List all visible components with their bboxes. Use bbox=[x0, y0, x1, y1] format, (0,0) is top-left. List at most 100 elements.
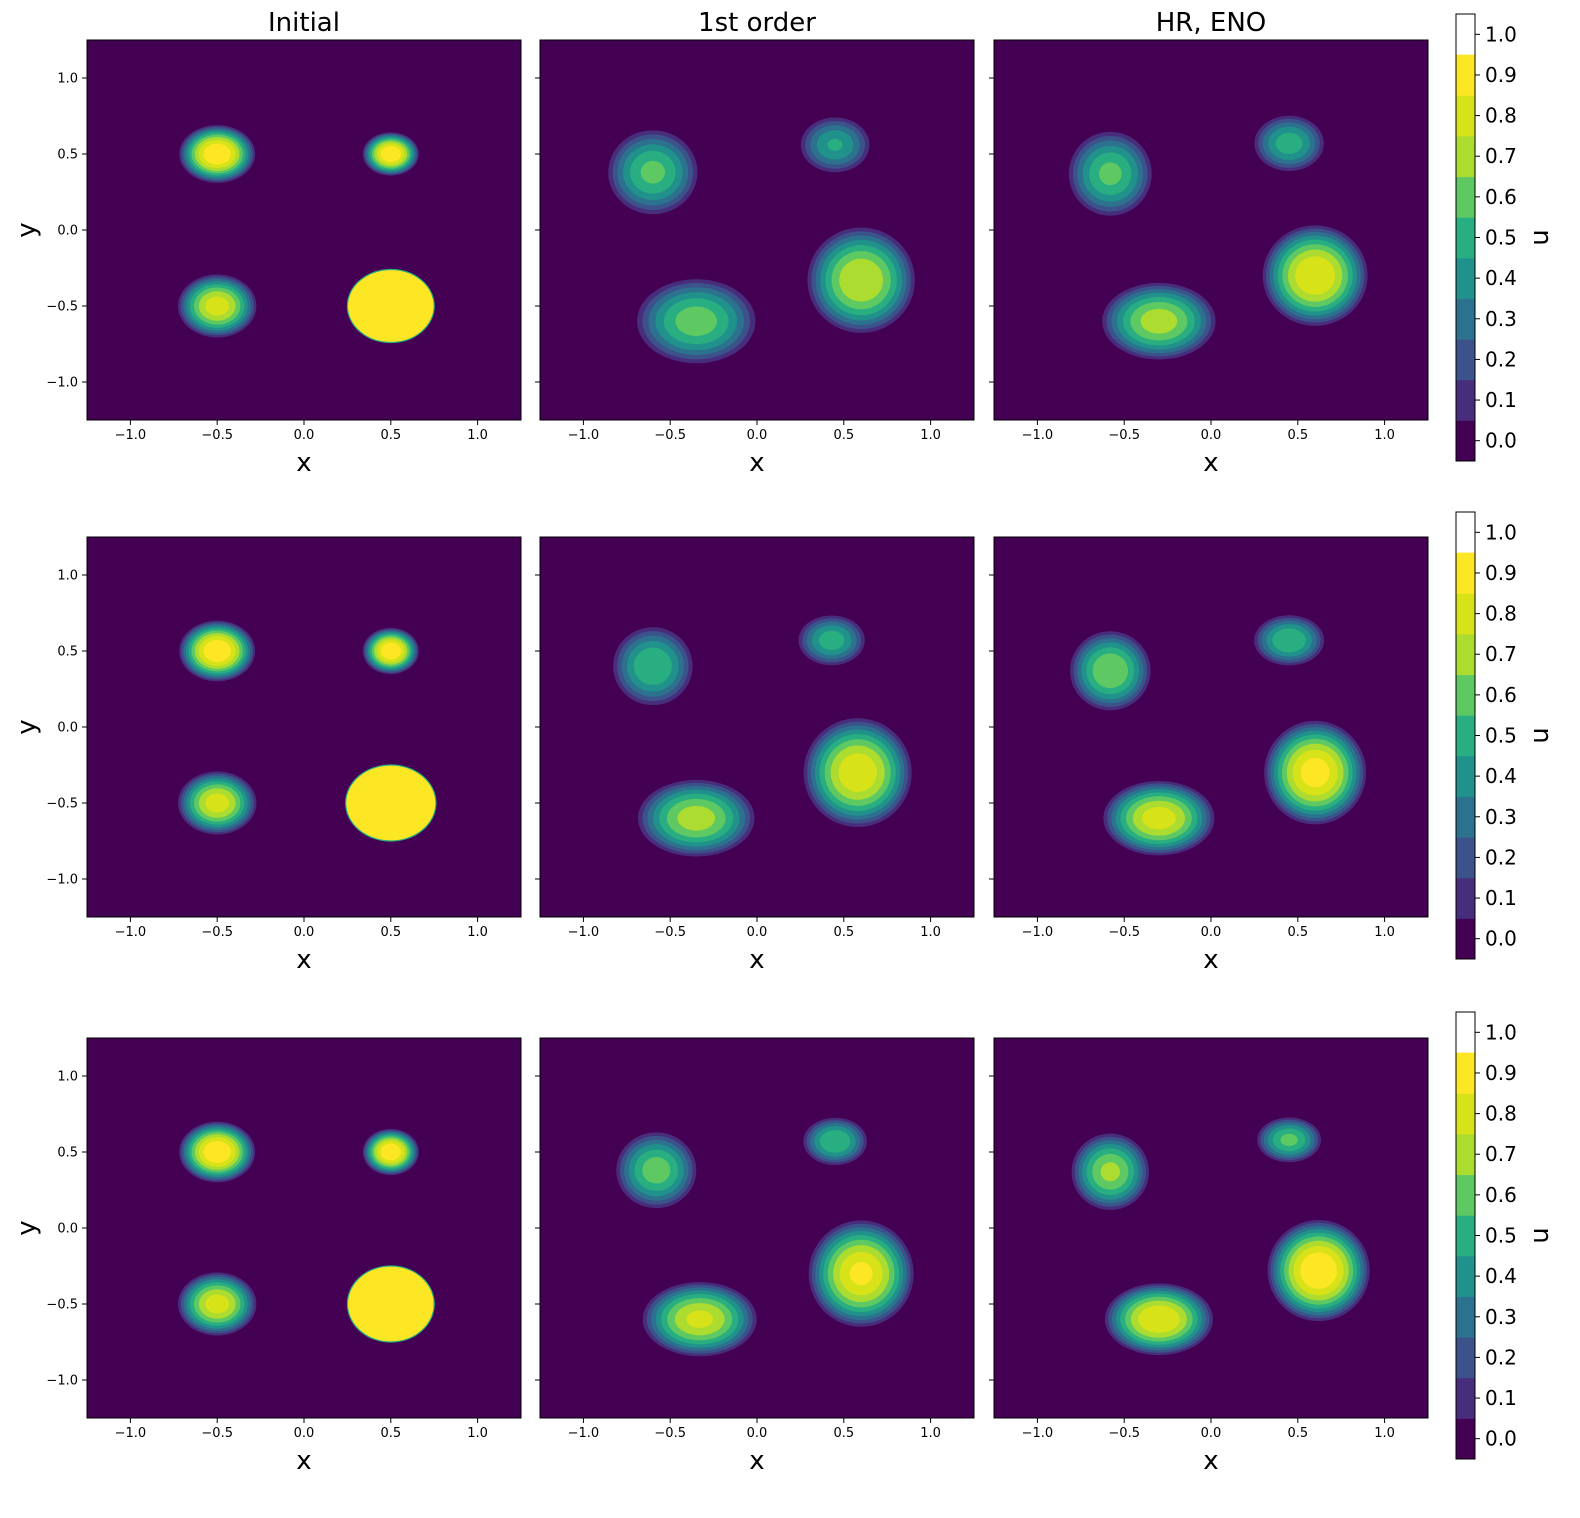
contour-fills bbox=[613, 615, 912, 857]
colorbar-tick-label: 0.5 bbox=[1485, 1224, 1517, 1248]
contour-blob-3 bbox=[807, 227, 915, 333]
x-tick-label: −1.0 bbox=[115, 1426, 147, 1441]
colorbar-tick-label: 0.2 bbox=[1485, 347, 1517, 371]
contour-level bbox=[203, 143, 231, 165]
colorbar-segment bbox=[1456, 674, 1475, 716]
contour-level bbox=[839, 258, 884, 302]
colorbar-tick-label: 0.3 bbox=[1485, 805, 1517, 829]
contour-level bbox=[640, 160, 665, 184]
colorbar-tick-label: 0.9 bbox=[1485, 1061, 1517, 1085]
contour-level bbox=[205, 296, 230, 316]
colorbar-tick-label: 0.9 bbox=[1485, 63, 1517, 87]
contour-level bbox=[849, 1261, 873, 1286]
contour-blob-2 bbox=[178, 1272, 257, 1336]
y-tick-label: 1.0 bbox=[57, 569, 78, 584]
x-tick-label: 0.5 bbox=[833, 1426, 854, 1441]
plot-background bbox=[540, 40, 974, 420]
column-title: Initial bbox=[268, 8, 340, 38]
colorbar-tick-label: 0.0 bbox=[1485, 429, 1517, 453]
contour-blob-2 bbox=[1103, 781, 1215, 856]
x-axis-label: x bbox=[296, 1446, 311, 1476]
colorbar-tick-label: 1.0 bbox=[1485, 22, 1517, 46]
contour-fills bbox=[608, 117, 915, 364]
contour-blob-0 bbox=[179, 620, 256, 682]
colorbar-tick-label: 0.5 bbox=[1485, 226, 1517, 250]
colorbar-tick-label: 0.1 bbox=[1485, 886, 1517, 910]
colorbar-segment bbox=[1456, 755, 1475, 797]
x-tick-label: 0.5 bbox=[380, 925, 401, 940]
contour-blob-2 bbox=[1102, 282, 1216, 360]
colorbar-tick-label: 0.8 bbox=[1485, 602, 1517, 626]
panel-r2c2: −1.0 −0.5 0.0 0.5 1.0 x bbox=[989, 1037, 1429, 1476]
x-tick-label: 1.0 bbox=[467, 1426, 488, 1441]
colorbar-segment bbox=[1456, 633, 1475, 676]
x-tick-label: 1.0 bbox=[920, 925, 941, 940]
plot-background bbox=[994, 1038, 1428, 1418]
x-tick-label: 0.0 bbox=[747, 1426, 768, 1441]
y-tick-label: −0.5 bbox=[46, 797, 78, 812]
x-tick-label: 0.0 bbox=[294, 428, 315, 443]
x-tick-label: −1.0 bbox=[568, 925, 600, 940]
x-tick-label: 1.0 bbox=[467, 428, 488, 443]
panel-r1c0: −1.0 −0.5 0.0 0.5 1.0 −1.0 −0.5 0.0 0.5 1.0 x y bbox=[12, 536, 522, 975]
plot-background bbox=[994, 537, 1428, 917]
contour-level bbox=[1138, 1305, 1180, 1333]
contour-level bbox=[380, 146, 401, 162]
contour-blob-0 bbox=[1071, 1133, 1150, 1210]
colorbar-segment bbox=[1456, 176, 1475, 218]
x-axis-label: x bbox=[1203, 448, 1218, 478]
colorbar-segment bbox=[1456, 1296, 1475, 1338]
contour-blob-3 bbox=[1264, 720, 1367, 825]
colorbar-label: u bbox=[1525, 727, 1555, 743]
x-tick-label: 1.0 bbox=[467, 925, 488, 940]
colorbar-segment bbox=[1456, 379, 1475, 421]
contour-fills bbox=[178, 620, 437, 842]
contour-level bbox=[1092, 653, 1129, 689]
x-tick-label: 0.5 bbox=[1287, 925, 1308, 940]
contour-level bbox=[205, 793, 230, 813]
colorbar-segment bbox=[1456, 1215, 1475, 1257]
contour-blob-1 bbox=[1254, 615, 1325, 666]
contour-level bbox=[346, 1265, 435, 1343]
x-tick-label: −0.5 bbox=[654, 925, 686, 940]
x-axis-label: x bbox=[749, 1446, 764, 1476]
colorbar-segment bbox=[1456, 1377, 1475, 1419]
contour-level bbox=[633, 647, 672, 685]
x-tick-label: 0.5 bbox=[380, 1426, 401, 1441]
plot-background bbox=[87, 40, 521, 420]
contour-fills bbox=[1070, 615, 1367, 856]
y-tick-label: 0.0 bbox=[57, 224, 78, 239]
contour-level bbox=[1099, 162, 1122, 186]
y-axis-label: y bbox=[12, 719, 42, 734]
colorbar-segment bbox=[1456, 217, 1475, 259]
colorbar-segment bbox=[1456, 1337, 1475, 1379]
colorbar-tick-label: 1.0 bbox=[1485, 520, 1517, 544]
x-tick-label: −0.5 bbox=[654, 1426, 686, 1441]
colorbar-tick-label: 0.1 bbox=[1485, 388, 1517, 412]
contour-fills bbox=[178, 125, 435, 344]
colorbar-segment bbox=[1456, 95, 1475, 137]
contour-blob-0 bbox=[613, 627, 693, 706]
x-tick-label: −1.0 bbox=[115, 428, 147, 443]
colorbar-segment bbox=[1456, 1093, 1475, 1135]
contour-level bbox=[380, 1143, 401, 1161]
contour-blob-1 bbox=[1257, 1117, 1322, 1163]
contour-level bbox=[677, 805, 716, 831]
contour-blob-2 bbox=[636, 279, 756, 364]
x-tick-label: 1.0 bbox=[920, 428, 941, 443]
colorbar-tick-label: 0.4 bbox=[1485, 764, 1517, 788]
colorbar-segment bbox=[1456, 796, 1475, 838]
colorbar-tick-label: 0.7 bbox=[1485, 1142, 1517, 1166]
x-tick-label: −0.5 bbox=[201, 428, 233, 443]
x-tick-label: −1.0 bbox=[1022, 428, 1054, 443]
colorbar-tick-label: 0.4 bbox=[1485, 1264, 1517, 1288]
colorbar-tick-label: 0.6 bbox=[1485, 185, 1517, 209]
colorbar-tick-label: 0.0 bbox=[1485, 927, 1517, 951]
plot-background bbox=[994, 40, 1428, 420]
x-tick-label: 0.5 bbox=[1287, 428, 1308, 443]
contour-level bbox=[675, 306, 718, 336]
x-tick-label: 0.5 bbox=[380, 428, 401, 443]
y-tick-label: 0.0 bbox=[57, 721, 78, 736]
colorbar-label: u bbox=[1525, 229, 1555, 245]
